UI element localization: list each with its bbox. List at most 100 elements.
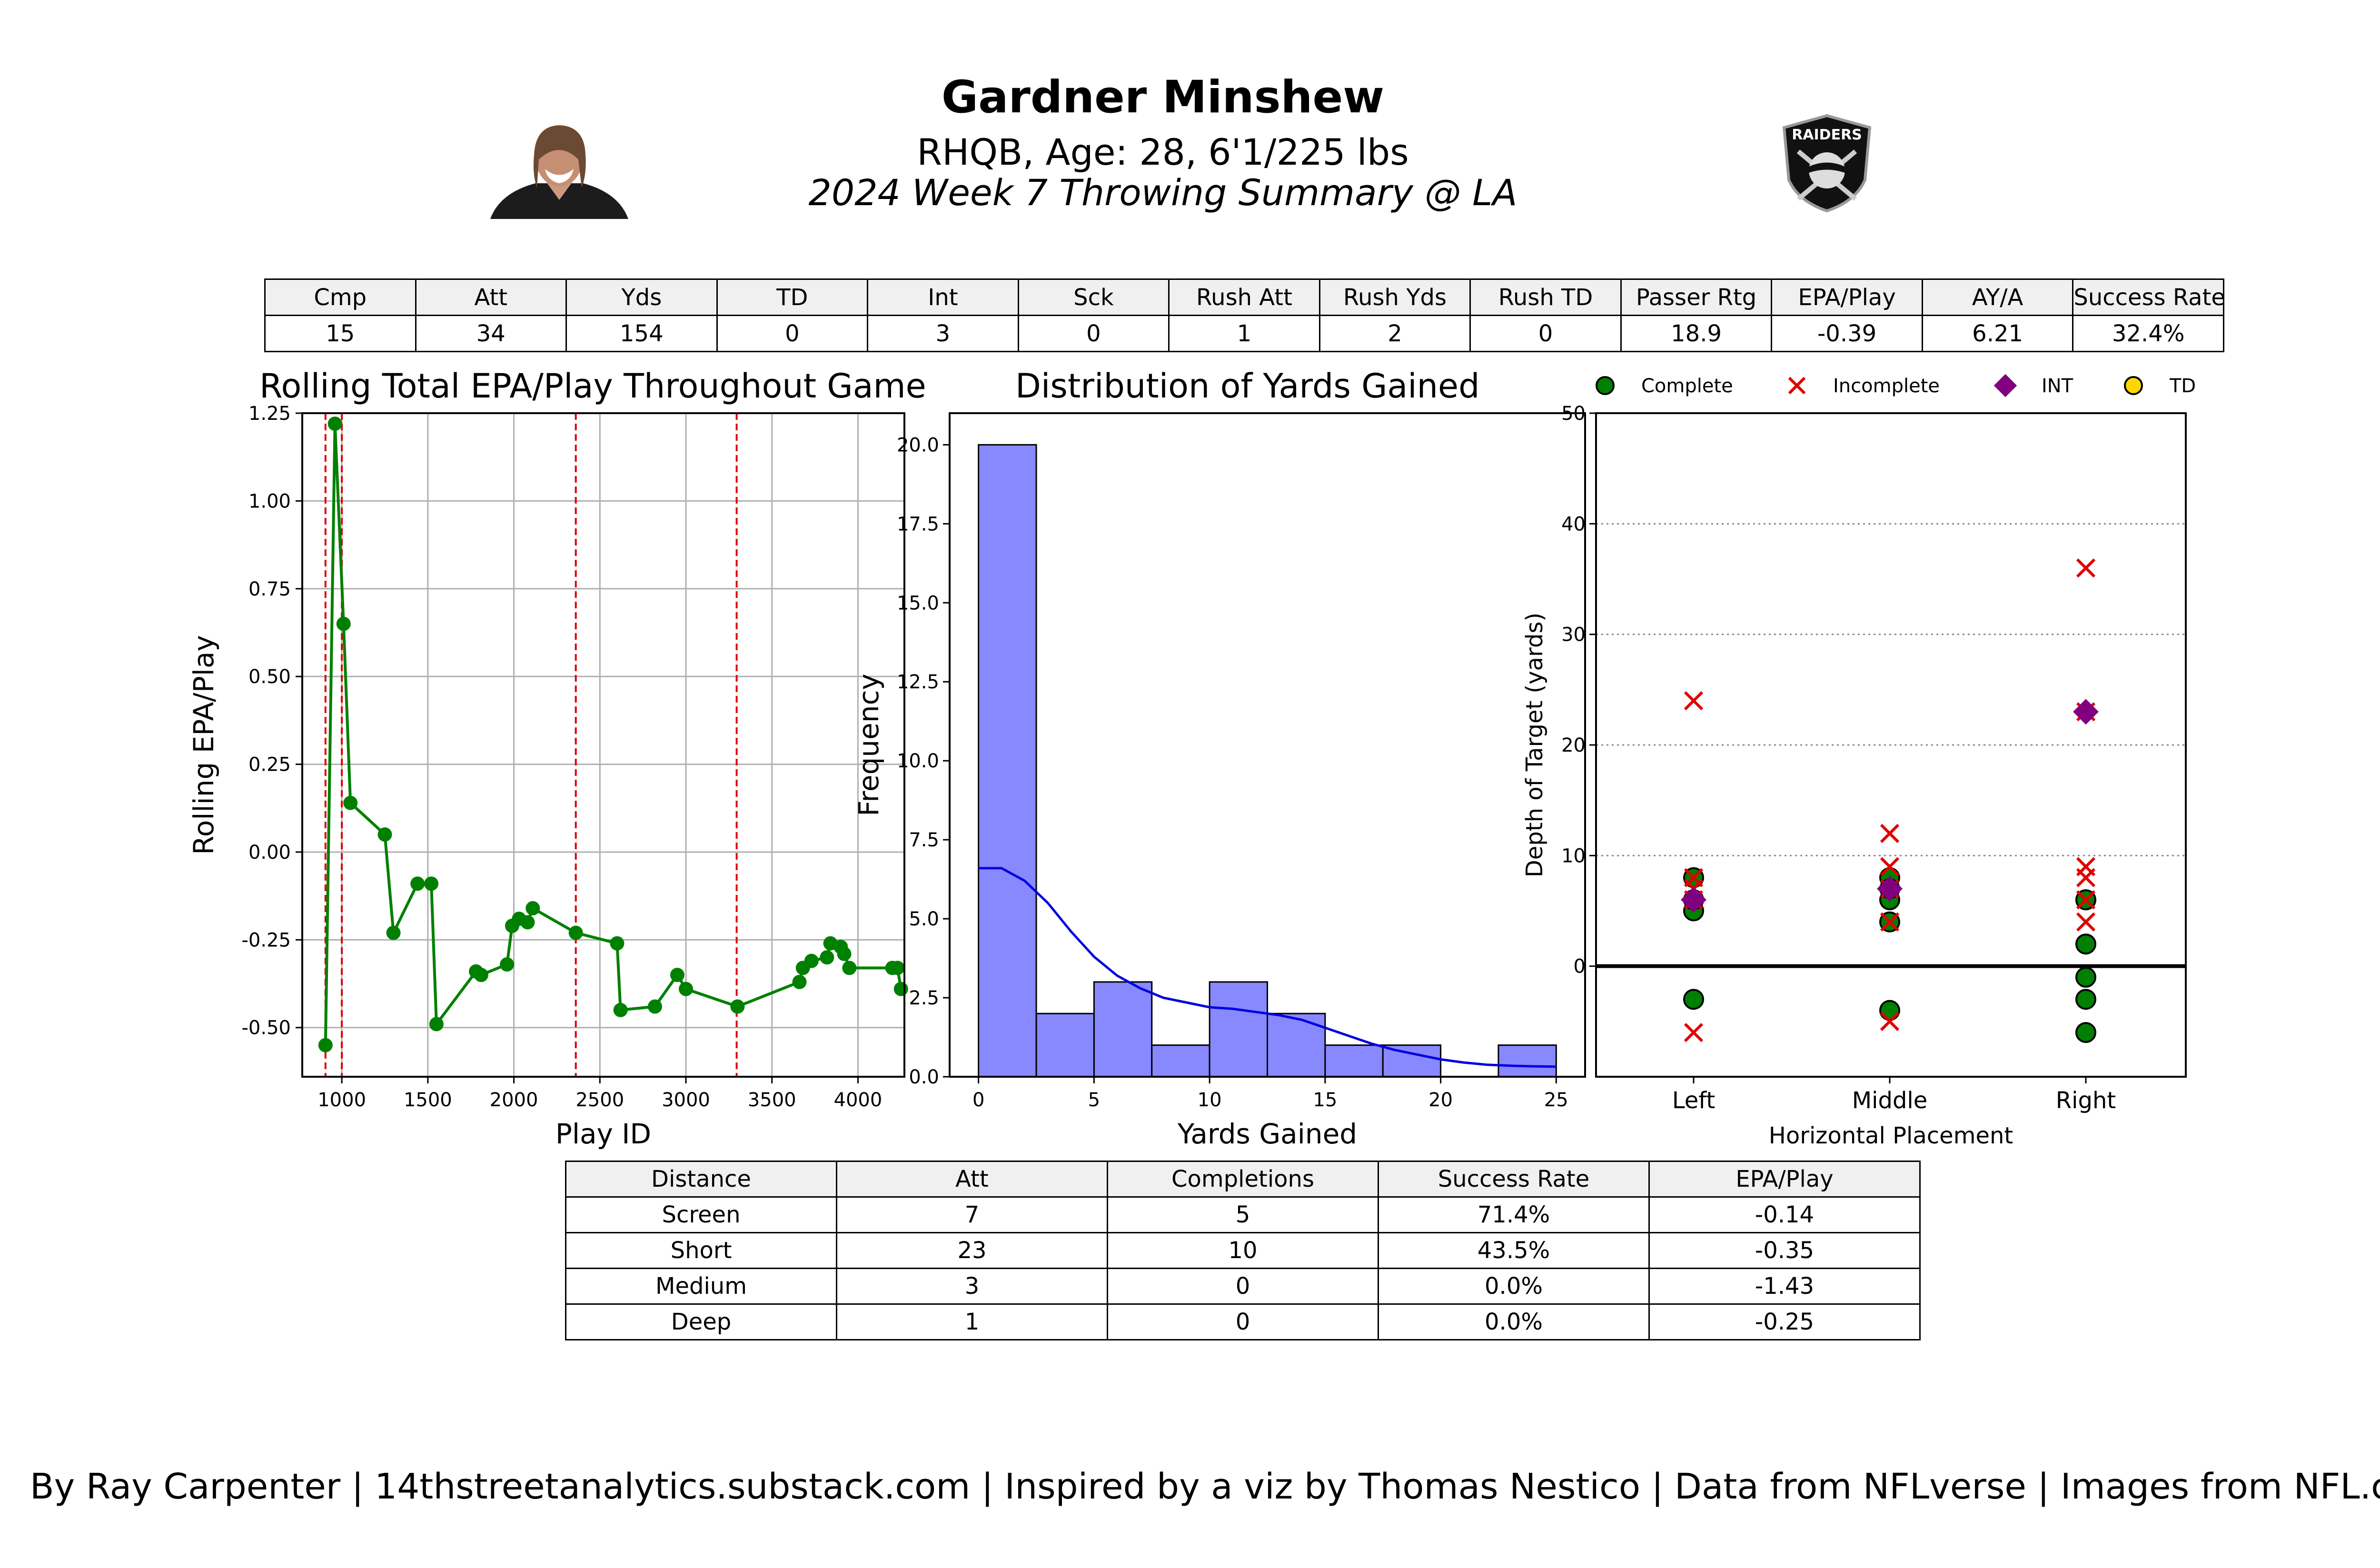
data-point [837,946,852,961]
y-tick-label: 12.5 [897,671,939,693]
distance-header-cell: Distance [565,1161,837,1198]
data-point [526,901,540,915]
stats-value-cell: 34 [415,315,567,352]
x-tick-label: 20 [1428,1089,1453,1111]
data-point [377,827,392,842]
legend-label: Complete [1641,375,1733,397]
distance-cell: Screen [565,1196,837,1233]
stats-header-cell: EPA/Play [1771,278,1923,316]
charts-canvas: 1000 1500 2000 2500 3000 3500 4000-0.50-0.250.… [188,374,2196,1150]
plot-frame [949,412,1586,1078]
x-tick-label: 10 [1198,1089,1222,1111]
legend-label: TD [2169,375,2196,397]
target-depth-scatter: 0 10 20 30 40 50 Left Middle Right Horizontal Pla… [1521,374,2196,1149]
data-point [730,999,745,1014]
y-tick-label: 50 [1561,403,1586,425]
stats-header-cell: Passer Rtg [1620,278,1773,316]
data-point [327,417,342,431]
x-tick-label: Left [1672,1087,1715,1114]
data-point [410,876,425,891]
stats-table: Cmp Att Yds TD Int Sck Rush Att Rush Yds… [264,278,2224,352]
stats-header-cell: Int [867,278,1019,316]
stats-header-row: Cmp Att Yds TD Int Sck Rush Att Rush Yds… [264,278,2224,316]
data-point [893,982,908,996]
x-tick-label: 2500 [575,1089,624,1111]
epa-chart-title: Rolling Total EPA/Play Throughout Game [259,367,926,406]
data-point [474,968,488,982]
distance-cell: Medium [565,1268,837,1305]
data-point [890,961,905,975]
incomplete-marker [2076,890,2096,910]
distance-cell: 43.5% [1378,1232,1650,1269]
game-subtitle: 2024 Week 7 Throwing Summary @ LA [808,171,1517,214]
complete-marker [1596,376,1615,395]
y-tick-label: 0.50 [248,666,291,688]
table-row: Deep 1 0 0.0% -0.25 [565,1303,1921,1340]
stats-header-cell: Att [415,278,567,316]
complete-marker [2075,966,2096,988]
distance-header-cell: Completions [1107,1161,1379,1198]
distance-header-cell: Att [836,1161,1108,1198]
y-axis-label: Frequency [853,674,885,816]
incomplete-marker [1684,691,1704,711]
distance-cell: 1 [836,1303,1108,1340]
complete-marker [2075,989,2096,1010]
distance-cell: Short [565,1232,837,1269]
histogram-bar [1497,1044,1557,1078]
y-axis-label: Depth of Target (yards) [1521,613,1548,877]
x-tick-label: 4000 [834,1089,883,1111]
incomplete-marker [2076,868,2096,887]
y-tick-label: 2.5 [909,987,939,1009]
stats-header-cell: Yds [565,278,718,316]
data-point [520,915,535,930]
data-point [343,795,358,810]
stats-header-cell: Rush Att [1168,278,1320,316]
data-point [610,936,625,951]
stats-value-cell: 2 [1319,315,1471,352]
y-tick-label: 30 [1561,624,1586,646]
incomplete-marker [2076,912,2096,932]
complete-marker [1683,989,1704,1010]
distance-header-cell: EPA/Play [1648,1161,1921,1198]
stats-value-cell: -0.39 [1771,315,1923,352]
data-point [842,961,857,975]
svg-text:RAIDERS: RAIDERS [1792,127,1862,143]
y-tick-label: 10.0 [897,750,939,772]
histogram-bar [1324,1044,1384,1078]
data-point [386,925,401,940]
distance-cell: 5 [1107,1196,1379,1233]
y-tick-label: 0 [1574,956,1586,978]
stats-header-cell: Sck [1017,278,1170,316]
epa-line-chart: 1000 1500 2000 2500 3000 3500 4000 -0.50 -0.25 0.… [188,403,908,1150]
distance-cell: -0.35 [1648,1232,1921,1269]
incomplete-marker [1684,1022,1704,1042]
distance-cell: 71.4% [1378,1196,1650,1233]
y-tick-label: 40 [1561,513,1586,535]
data-point [613,1002,628,1017]
x-tick-label: 1000 [317,1089,366,1111]
incomplete-marker [1880,1012,1900,1031]
y-tick-label: -0.25 [242,929,291,951]
complete-marker [2075,1022,2096,1043]
x-axis-label: Yards Gained [1177,1118,1357,1150]
data-point [318,1038,333,1052]
y-tick-label: 0.25 [248,754,291,776]
incomplete-marker [1880,912,1900,932]
y-axis-label: Rolling EPA/Play [188,635,220,855]
y-tick-label: 7.5 [909,829,939,851]
credits-footer: By Ray Carpenter | 14thstreetanalytics.s… [30,1466,2380,1507]
distance-cell: 0 [1107,1303,1379,1340]
data-point [500,957,515,972]
distance-cell: -1.43 [1648,1268,1921,1305]
distance-cell: 3 [836,1268,1108,1305]
plot-frame [301,412,905,1078]
player-bio: RHQB, Age: 28, 6'1/225 lbs [917,131,1409,173]
stats-value-cell: 15 [264,315,416,352]
stats-value-row: 15 34 154 0 3 0 1 2 0 18.9 -0.39 6.21 32… [264,315,2224,352]
distance-cell: 0.0% [1378,1303,1650,1340]
complete-marker [2075,933,2096,955]
y-tick-label: 1.00 [248,490,291,512]
stats-value-cell: 18.9 [1620,315,1773,352]
stats-value-cell: 0 [1469,315,1622,352]
stats-header-cell: Success Rate [2072,278,2224,316]
